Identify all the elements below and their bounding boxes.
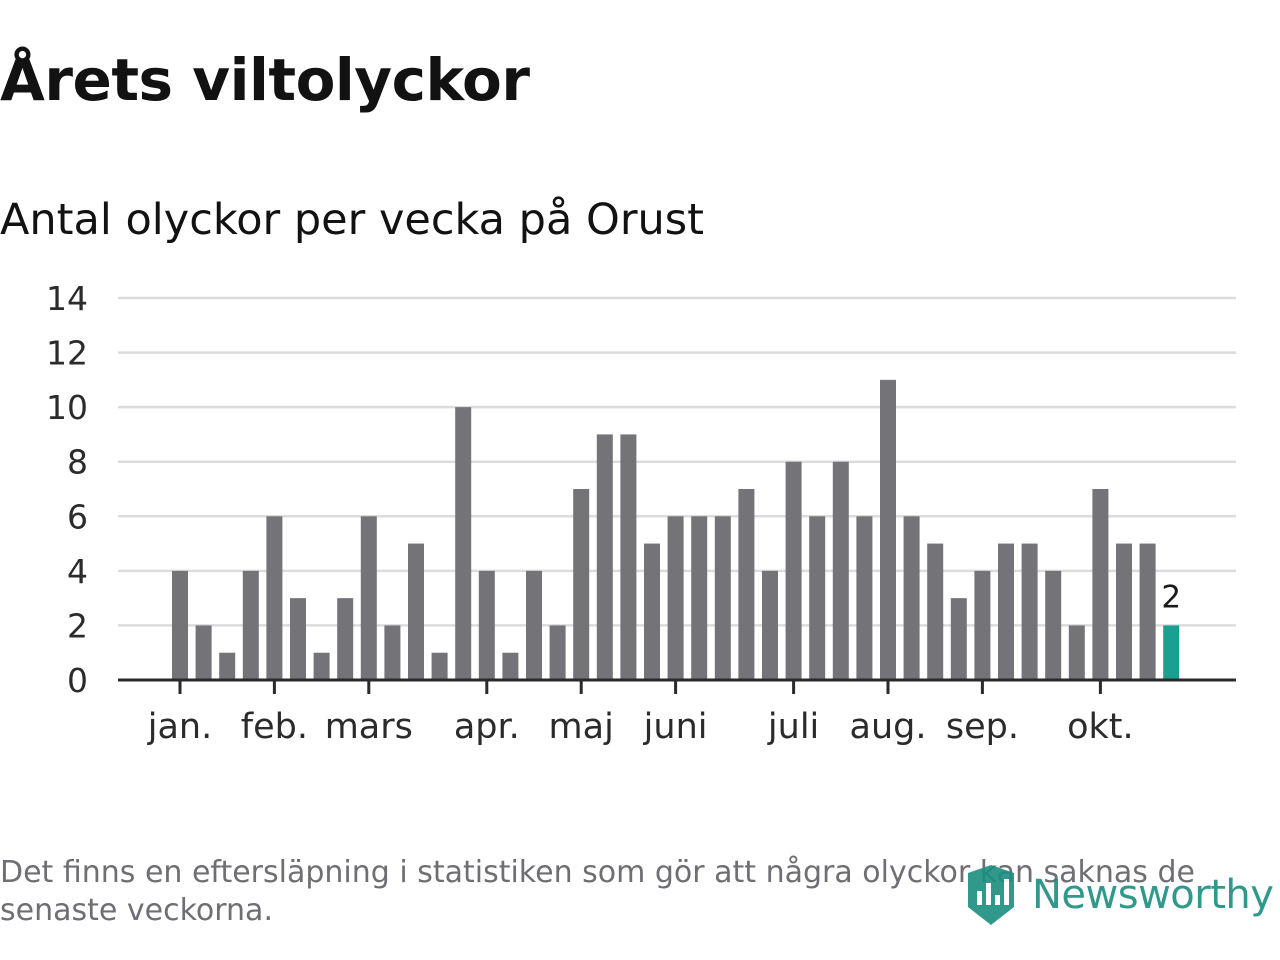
bar-week-12	[431, 652, 448, 680]
y-tick-label-14: 14	[46, 279, 88, 318]
bar-week-38	[1045, 570, 1062, 680]
y-tick-label-12: 12	[46, 334, 88, 373]
x-tick-label-feb.: feb.	[241, 707, 308, 747]
bar-week-31	[880, 379, 896, 680]
x-tick-label-maj: maj	[549, 707, 614, 747]
y-tick-label-10: 10	[46, 388, 88, 427]
chart-subtitle: Antal olyckor per vecka på Orust	[0, 195, 705, 245]
x-tick-label-apr.: apr.	[454, 707, 520, 747]
bar-week-40	[1092, 489, 1109, 680]
y-tick-label-4: 4	[67, 552, 88, 591]
bar-week-17	[549, 625, 566, 680]
newsworthy-logo[interactable]: Newsworthy	[964, 862, 1274, 928]
bar-week-16	[526, 570, 542, 680]
bar-week-15	[502, 652, 519, 680]
bar-chart: 0 2 4 6 8 10 12 14 2 jan. feb. mars apr. maj juni jul…	[46, 279, 1236, 747]
bar-week-3	[219, 652, 236, 680]
bar-week-34	[950, 598, 967, 680]
bar-week-21	[644, 543, 660, 680]
bar-week-43	[1163, 625, 1180, 680]
bar-week-23	[691, 516, 708, 680]
bar-week-8	[337, 598, 354, 680]
bar-week-30	[856, 516, 873, 680]
bar-week-2	[195, 625, 212, 680]
bar-week-36	[998, 543, 1014, 680]
bar-week-7	[313, 652, 330, 680]
bar-week-9	[360, 516, 377, 680]
bar-week-39	[1068, 625, 1085, 680]
x-tick-label-mars: mars	[325, 707, 413, 747]
y-tick-label-2: 2	[67, 606, 88, 645]
bar-week-1	[172, 570, 188, 680]
bar-week-20	[620, 434, 637, 680]
bar-week-14	[478, 570, 495, 680]
y-tick-label-8: 8	[67, 443, 88, 482]
bar-week-22	[667, 516, 684, 680]
y-tick-label-0: 0	[67, 661, 88, 700]
bar-week-35	[974, 570, 991, 680]
bar-week-5	[266, 516, 283, 680]
y-axis: 0 2 4 6 8 10 12 14	[46, 279, 88, 700]
x-tick-label-juni: juni	[643, 707, 708, 747]
bar-week-10	[384, 625, 401, 680]
gridlines	[118, 296, 1236, 627]
bar-week-4	[242, 570, 259, 680]
data-labels: 2	[1161, 579, 1181, 615]
x-tick-label-juli: juli	[767, 707, 819, 747]
bar-week-26	[762, 570, 778, 680]
newsworthy-icon	[968, 865, 1014, 925]
bars	[172, 379, 1180, 680]
x-tick-label-okt.: okt.	[1067, 707, 1134, 747]
bar-week-18	[573, 489, 590, 680]
bar-week-41	[1116, 543, 1132, 680]
bar-week-19	[596, 434, 613, 680]
bar-week-11	[408, 543, 424, 680]
x-tick-label-aug.: aug.	[850, 707, 927, 747]
x-tick-label-jan.: jan.	[147, 707, 212, 747]
x-axis: jan. feb. mars apr. maj juni juli aug. sep. okt.	[118, 678, 1236, 747]
brand-name: Newsworthy	[1032, 872, 1274, 918]
data-label-last-week: 2	[1161, 579, 1181, 615]
bar-week-6	[290, 598, 306, 680]
y-tick-label-6: 6	[67, 497, 88, 536]
bar-week-25	[738, 489, 755, 680]
bar-week-24	[714, 516, 731, 680]
x-tick-label-sep.: sep.	[946, 707, 1019, 747]
bar-week-27	[785, 461, 802, 680]
bar-week-42	[1139, 543, 1156, 680]
bar-week-33	[927, 543, 944, 680]
bar-week-28	[809, 516, 826, 680]
bar-week-29	[832, 461, 849, 680]
bar-week-37	[1021, 543, 1038, 680]
bar-week-32	[903, 516, 920, 680]
chart-title: Årets viltolyckor	[0, 46, 530, 114]
bar-week-13	[455, 407, 472, 680]
